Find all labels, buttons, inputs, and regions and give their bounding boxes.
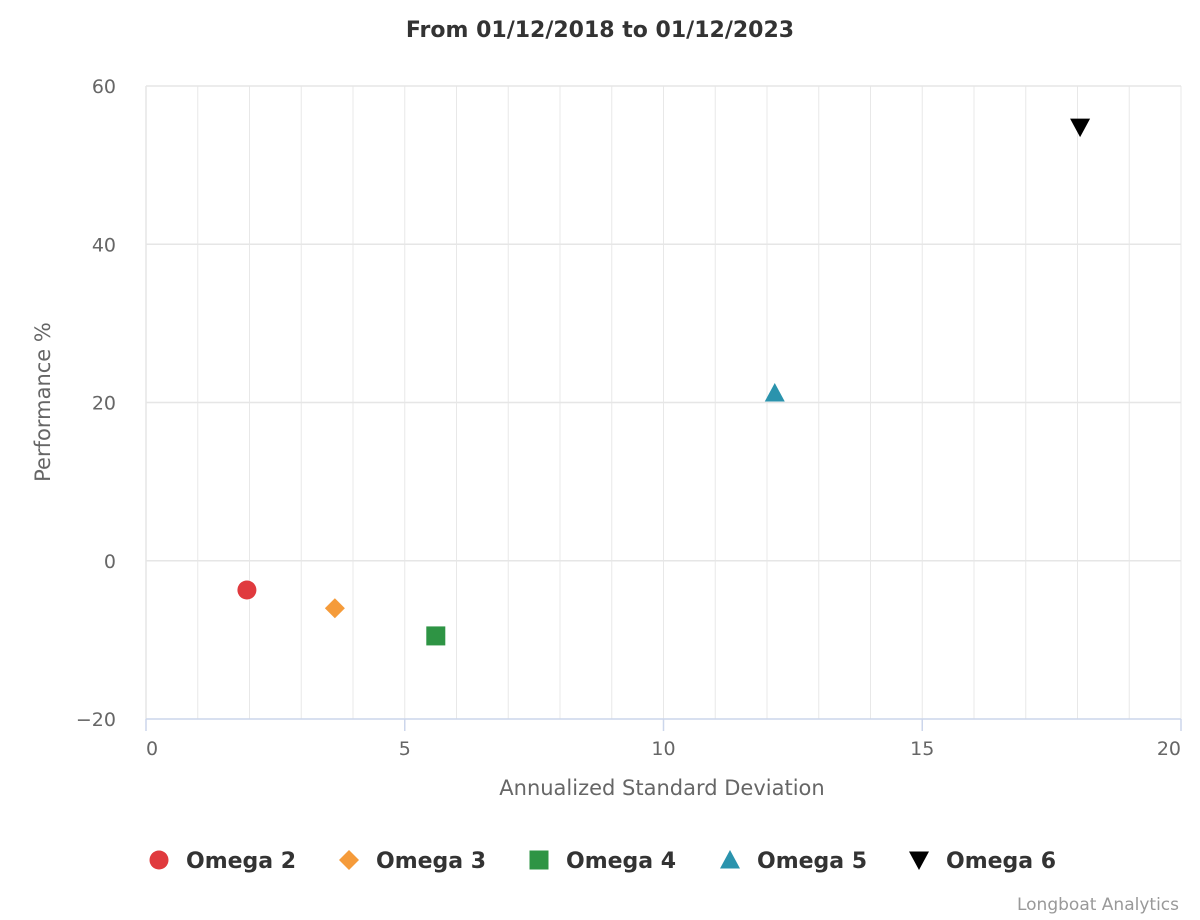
data-point-omega-3 (324, 598, 345, 619)
credits-label[interactable]: Longboat Analytics (1017, 895, 1179, 915)
tick-labels: 0 5 10 15 20 −20 0 20 40 60 (76, 76, 1181, 760)
legend-item-omega-5[interactable]: Omega 5 (720, 849, 867, 874)
legend-item-omega-4[interactable]: Omega 4 (529, 849, 677, 874)
legend-label-omega-2: Omega 2 (186, 849, 296, 874)
legend-label-omega-6: Omega 6 (946, 849, 1056, 874)
legend-item-omega-6[interactable]: Omega 6 (909, 849, 1056, 874)
y-axis-title: Performance % (31, 322, 55, 482)
grid-lines (146, 85, 1182, 719)
x-tick-label: 15 (910, 738, 934, 760)
y-tick-label: 20 (92, 393, 116, 415)
x-tick-label: 10 (651, 738, 675, 760)
data-points (237, 118, 1091, 646)
legend-label-omega-4: Omega 4 (566, 849, 676, 874)
x-tick-label: 20 (1157, 738, 1181, 760)
data-point-omega-2 (237, 580, 257, 600)
legend-item-omega-3[interactable]: Omega 3 (339, 849, 486, 874)
x-tick-label: 0 (146, 738, 158, 760)
legend-symbol-omega-3 (339, 850, 359, 870)
chart-title: From 01/12/2018 to 01/12/2023 (406, 18, 794, 43)
x-tick-label: 5 (399, 738, 411, 760)
legend-label-omega-3: Omega 3 (376, 849, 486, 874)
legend: Omega 2 Omega 3 Omega 4 Omega 5 Omega 6 (149, 849, 1056, 874)
y-tick-label: 60 (92, 76, 116, 98)
legend-symbol-omega-5 (720, 850, 740, 869)
legend-label-omega-5: Omega 5 (757, 849, 867, 874)
x-axis-title: Annualized Standard Deviation (499, 776, 824, 800)
y-tick-label: 0 (104, 551, 116, 573)
data-point-omega-6 (1070, 118, 1091, 138)
legend-symbol-omega-2 (149, 850, 169, 870)
y-tick-label: 40 (92, 234, 116, 256)
y-tick-label: −20 (76, 709, 116, 731)
data-point-omega-4 (426, 626, 446, 646)
legend-symbol-omega-4 (529, 850, 549, 870)
data-point-omega-5 (764, 383, 785, 402)
axes (145, 86, 1182, 731)
legend-item-omega-2[interactable]: Omega 2 (149, 849, 297, 874)
legend-symbol-omega-6 (909, 851, 929, 870)
